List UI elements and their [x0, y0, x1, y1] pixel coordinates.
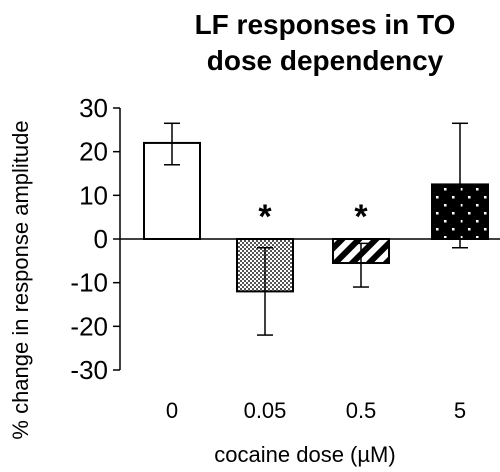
- x-tick-label: 0.05: [244, 398, 287, 423]
- x-tick-label: 5: [454, 398, 466, 423]
- y-tick-label: -10: [70, 268, 108, 298]
- y-tick-label: 10: [79, 180, 108, 210]
- chart-title-line-2: dose dependency: [207, 45, 444, 76]
- y-axis-label: % change in response amplitude: [8, 120, 33, 439]
- significance-marker-0.05: *: [258, 198, 272, 236]
- significance-marker-0.5: *: [354, 198, 368, 236]
- plot-area: 30 20 10 0 -10 -20 -30 0 * 0.05 * 0.5 5: [70, 93, 500, 423]
- y-tick-label: -30: [70, 355, 108, 385]
- chart-title-line-1: LF responses in TO: [195, 9, 456, 40]
- x-tick-label: 0.5: [346, 398, 377, 423]
- y-tick-label: 0: [94, 224, 108, 254]
- y-tick-label: 30: [79, 93, 108, 123]
- x-tick-label: 0: [166, 398, 178, 423]
- y-tick-label: 20: [79, 137, 108, 167]
- y-tick-label: -20: [70, 311, 108, 341]
- x-axis-label: cocaine dose (µM): [214, 442, 395, 467]
